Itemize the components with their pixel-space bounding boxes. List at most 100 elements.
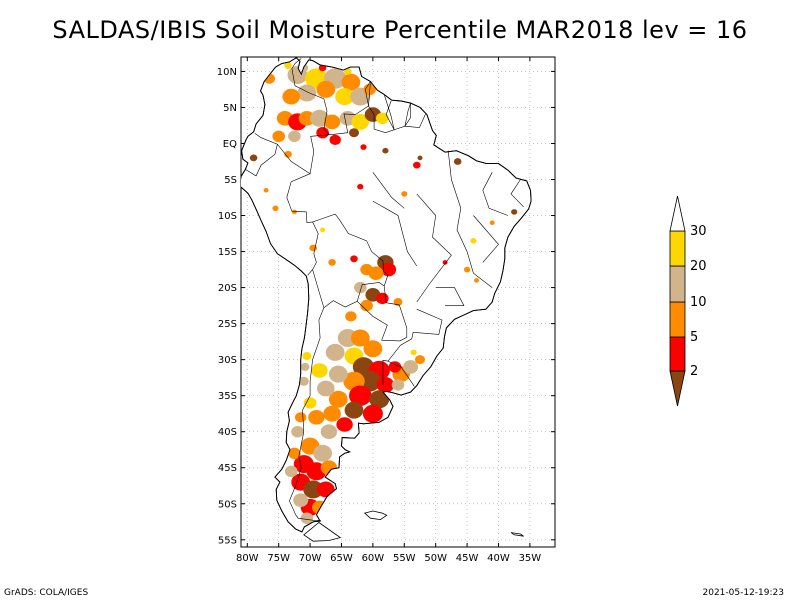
anomaly-patch bbox=[308, 410, 325, 425]
colorbar-label: 5 bbox=[690, 330, 698, 345]
anomaly-patch bbox=[302, 352, 312, 360]
anomaly-patch bbox=[291, 426, 304, 438]
anomaly-patch bbox=[295, 412, 307, 423]
colorbar-label: 30 bbox=[690, 224, 707, 239]
anomaly-patch bbox=[311, 363, 328, 378]
lon-tick-label: 65W bbox=[330, 553, 353, 564]
lat-tick-label: 5S bbox=[224, 175, 237, 186]
anomaly-patch bbox=[388, 361, 402, 373]
footer-credit: GrADS: COLA/IGES bbox=[4, 588, 89, 598]
border-line bbox=[510, 179, 524, 208]
anomaly-patch bbox=[288, 447, 301, 459]
anomaly-patch bbox=[344, 401, 364, 419]
anomaly-patch bbox=[297, 84, 317, 102]
lat-tick-label: 35S bbox=[218, 391, 237, 402]
colorbar-cell bbox=[669, 301, 686, 338]
lon-tick-label: 45W bbox=[456, 553, 479, 564]
anomaly-patch bbox=[464, 266, 471, 273]
anomaly-patch bbox=[470, 238, 477, 244]
border-line bbox=[413, 308, 443, 335]
anomaly-patch bbox=[313, 444, 332, 462]
anomaly-patch bbox=[369, 390, 390, 409]
anomaly-patch bbox=[316, 80, 336, 98]
anomaly-patch bbox=[351, 114, 370, 130]
anomaly-patch bbox=[350, 255, 358, 263]
anomaly-patch bbox=[363, 340, 383, 358]
border-line bbox=[356, 286, 408, 342]
anomaly-patch bbox=[376, 292, 389, 305]
border-line bbox=[482, 172, 509, 216]
lon-tick-label: 55W bbox=[393, 553, 416, 564]
colorbar-cell bbox=[669, 336, 686, 372]
anomaly-patch bbox=[360, 263, 373, 276]
anomaly-patch bbox=[376, 112, 389, 125]
anomaly-patch bbox=[249, 154, 258, 162]
lat-tick-label: 25S bbox=[218, 319, 237, 330]
colorbar-label: 20 bbox=[690, 259, 707, 274]
anomaly-patch bbox=[417, 155, 423, 161]
anomaly-patch bbox=[350, 329, 370, 347]
border-line bbox=[368, 81, 395, 134]
colorbar-label: 2 bbox=[690, 364, 698, 379]
border-line bbox=[372, 172, 405, 209]
border-line bbox=[382, 360, 389, 385]
anomaly-patch bbox=[300, 362, 310, 371]
lat-tick-label: 20S bbox=[218, 283, 237, 294]
anomaly-patch bbox=[300, 512, 314, 524]
anomaly-patch bbox=[303, 480, 324, 499]
lat-tick-label: 30S bbox=[218, 355, 237, 366]
anomaly-patch bbox=[317, 380, 335, 397]
anomaly-patch bbox=[376, 377, 395, 393]
anomaly-patch bbox=[489, 220, 495, 225]
footer-timestamp: 2021-05-12-19:23 bbox=[702, 588, 785, 598]
anomaly-patch bbox=[263, 188, 269, 193]
anomaly-patch bbox=[401, 191, 408, 197]
anomaly-patch bbox=[349, 128, 359, 138]
anomaly-patch bbox=[328, 259, 336, 266]
anomaly-patch bbox=[282, 88, 301, 105]
island bbox=[303, 521, 342, 542]
island bbox=[510, 532, 524, 537]
anomaly-patch bbox=[410, 349, 417, 356]
colorbar: 2 5 10 20 30 bbox=[669, 195, 707, 407]
anomaly-patch bbox=[357, 183, 364, 190]
colorbar-cell bbox=[669, 195, 686, 232]
anomaly-patch bbox=[293, 493, 309, 508]
anomaly-patch bbox=[382, 147, 389, 154]
anomaly-patch bbox=[362, 404, 383, 423]
anomaly-patch bbox=[298, 376, 309, 386]
border-line bbox=[435, 287, 465, 306]
lat-tick-label: 5N bbox=[223, 103, 237, 114]
border-line bbox=[291, 58, 330, 136]
coastline bbox=[241, 57, 532, 533]
anomaly-patch bbox=[309, 244, 318, 252]
anomaly-patch bbox=[335, 88, 354, 106]
lat-tick-label: 50S bbox=[218, 499, 237, 510]
anomaly-patch bbox=[298, 111, 316, 126]
anomaly-patch bbox=[325, 343, 345, 361]
anomaly-patch bbox=[291, 209, 297, 215]
lat-tick-label: 10S bbox=[218, 211, 237, 222]
lon-tick-label: 80W bbox=[236, 553, 259, 564]
colorbar-cell bbox=[669, 265, 686, 303]
anomaly-patch bbox=[391, 379, 405, 391]
country-borders bbox=[245, 58, 524, 521]
border-line bbox=[404, 103, 426, 128]
anomaly-patch bbox=[323, 405, 341, 422]
border-line bbox=[473, 215, 499, 263]
lon-tick-label: 40W bbox=[487, 553, 510, 564]
anomaly-patch bbox=[284, 62, 292, 69]
lat-tick-label: 15S bbox=[218, 247, 237, 258]
islands bbox=[303, 510, 524, 542]
lon-tick-label: 60W bbox=[362, 553, 385, 564]
anomaly-patch bbox=[349, 385, 372, 406]
lon-tick-label: 75W bbox=[267, 553, 290, 564]
latitude-labels: 10N 5N EQ 5S 10S 15S 20S 25S 30S 35S 40S 45S 50S 55S bbox=[217, 67, 237, 546]
anomaly-patch bbox=[329, 134, 341, 145]
anomaly-patch bbox=[442, 260, 448, 265]
border-line bbox=[329, 81, 371, 136]
lat-tick-label: EQ bbox=[223, 139, 237, 150]
lon-tick-label: 35W bbox=[519, 553, 542, 564]
anomaly-patch bbox=[316, 127, 329, 139]
